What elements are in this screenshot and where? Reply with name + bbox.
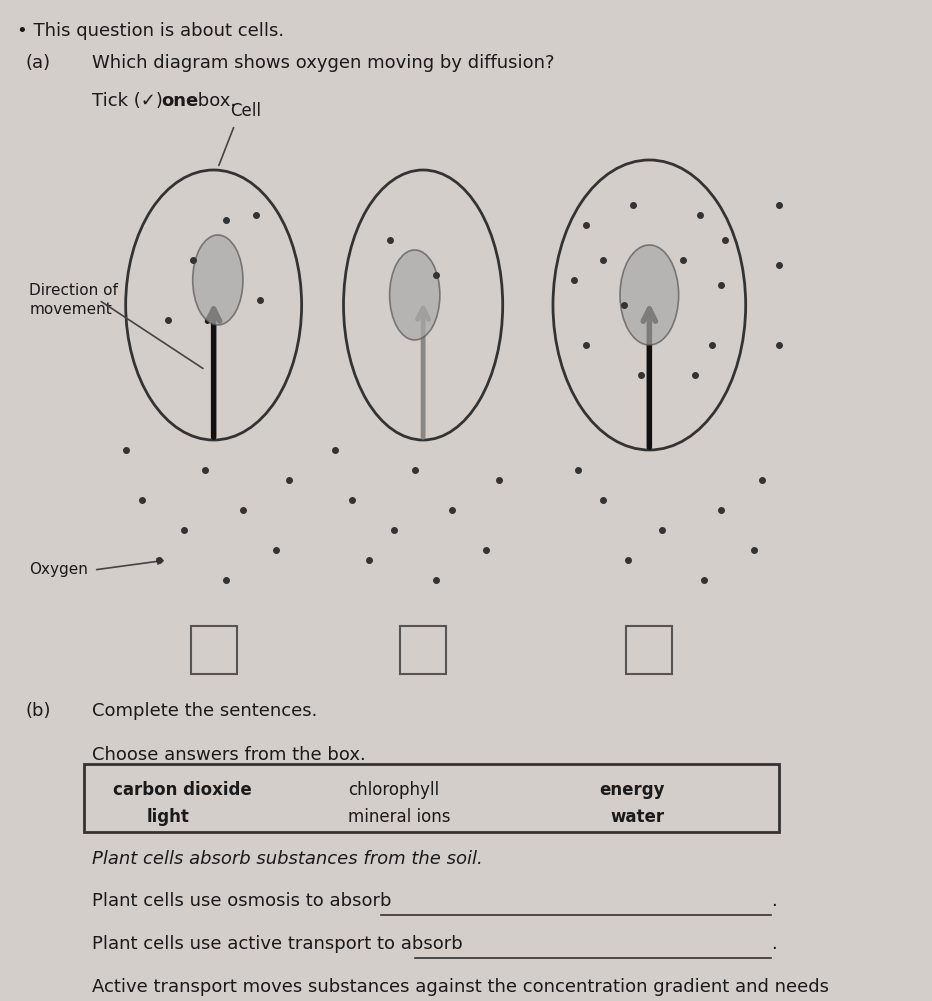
Text: Plant cells absorb substances from the soil.: Plant cells absorb substances from the s… bbox=[92, 850, 483, 868]
Text: .: . bbox=[771, 892, 776, 910]
Text: Tick (✓): Tick (✓) bbox=[92, 92, 169, 110]
Text: one: one bbox=[161, 92, 199, 110]
Ellipse shape bbox=[193, 235, 243, 325]
Text: Plant cells use active transport to absorb: Plant cells use active transport to abso… bbox=[92, 935, 469, 953]
Text: carbon dioxide: carbon dioxide bbox=[113, 781, 252, 799]
Text: (a): (a) bbox=[25, 54, 50, 72]
Text: energy: energy bbox=[599, 781, 665, 799]
Text: water: water bbox=[610, 808, 665, 826]
Text: Choose answers from the box.: Choose answers from the box. bbox=[92, 746, 366, 764]
Text: chlorophyll: chlorophyll bbox=[348, 781, 439, 799]
Text: Direction of
movement: Direction of movement bbox=[29, 282, 118, 317]
Text: Complete the sentences.: Complete the sentences. bbox=[92, 702, 318, 720]
Text: Cell: Cell bbox=[230, 102, 261, 120]
Ellipse shape bbox=[390, 250, 440, 340]
Text: (b): (b) bbox=[25, 702, 50, 720]
Text: Which diagram shows oxygen moving by diffusion?: Which diagram shows oxygen moving by dif… bbox=[92, 54, 555, 72]
Text: box.: box. bbox=[192, 92, 236, 110]
Text: Plant cells use osmosis to absorb: Plant cells use osmosis to absorb bbox=[92, 892, 397, 910]
Text: Active transport moves substances against the concentration gradient and needs: Active transport moves substances agains… bbox=[92, 978, 829, 996]
Text: Oxygen: Oxygen bbox=[29, 563, 89, 578]
Text: light: light bbox=[146, 808, 189, 826]
Text: • This question is about cells.: • This question is about cells. bbox=[17, 22, 284, 40]
Text: .: . bbox=[771, 935, 776, 953]
Text: mineral ions: mineral ions bbox=[348, 808, 450, 826]
Ellipse shape bbox=[620, 245, 678, 345]
